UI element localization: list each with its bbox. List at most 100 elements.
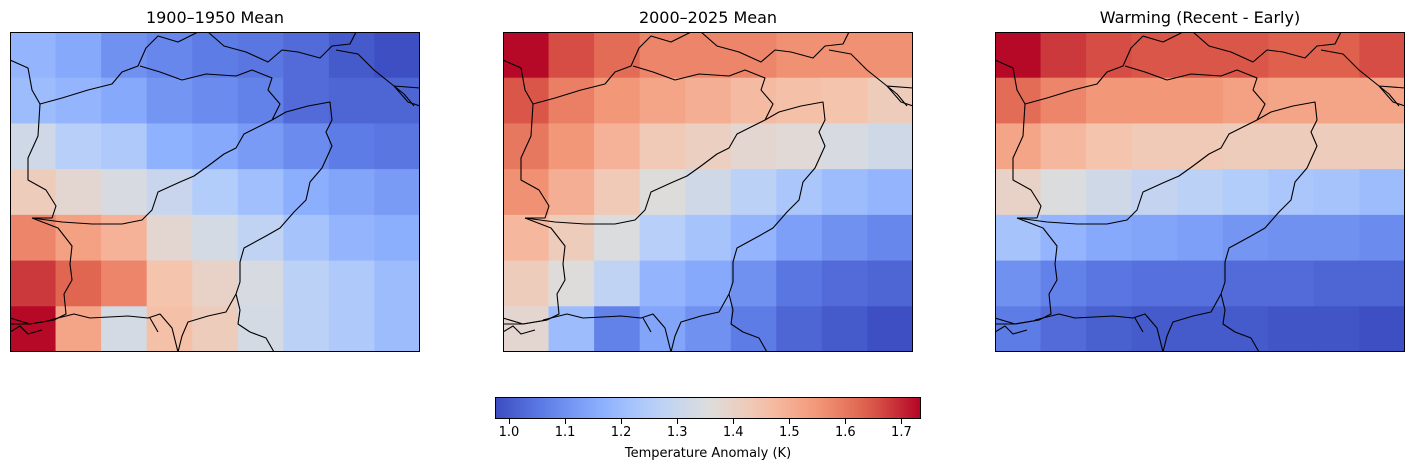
grid-cell: [56, 123, 102, 169]
grid-cell: [549, 32, 595, 78]
grid-cell: [776, 215, 822, 261]
map-warming: [995, 32, 1405, 352]
grid-cell: [1177, 169, 1223, 215]
colorbar-tick-mark: [565, 419, 566, 424]
grid-cell: [995, 215, 1041, 261]
grid-cell: [56, 169, 102, 215]
grid-cell: [867, 306, 913, 352]
grid-cell: [1314, 261, 1360, 307]
colorbar-bar: [496, 398, 921, 419]
grid-cell: [640, 123, 686, 169]
grid-cell: [1223, 215, 1269, 261]
grid-cell: [1359, 215, 1405, 261]
grid-cell: [329, 306, 375, 352]
grid-cell: [594, 215, 640, 261]
grid-cell: [329, 123, 375, 169]
grid-cell: [374, 215, 420, 261]
grid-cell: [640, 261, 686, 307]
grid-cell: [549, 123, 595, 169]
panel-title-warming: Warming (Recent - Early): [995, 8, 1405, 27]
grid-cell: [1086, 261, 1132, 307]
grid-cell: [147, 78, 193, 124]
grid-cell: [329, 78, 375, 124]
grid-cell: [1314, 78, 1360, 124]
grid-cell: [1177, 78, 1223, 124]
panel-title-recent: 2000–2025 Mean: [503, 8, 913, 27]
grid-cell: [503, 32, 549, 78]
map-recent-svg: [503, 32, 913, 352]
grid-cell: [1132, 169, 1178, 215]
grid-cell: [776, 169, 822, 215]
grid-cell: [1177, 123, 1223, 169]
grid-cell: [1268, 306, 1314, 352]
grid-cell: [1086, 169, 1132, 215]
map-early-svg: [10, 32, 420, 352]
grid-cell: [685, 215, 731, 261]
grid-cell: [685, 261, 731, 307]
grid-cell: [776, 123, 822, 169]
panel-title-early: 1900–1950 Mean: [10, 8, 420, 27]
grid-cell: [594, 306, 640, 352]
grid-cell: [503, 169, 549, 215]
grid-cell: [1041, 32, 1087, 78]
grid-cell: [1041, 78, 1087, 124]
grid-cell: [374, 169, 420, 215]
grid-cell: [822, 215, 868, 261]
grid-cell: [731, 123, 777, 169]
colorbar-tick-label: 1.3: [667, 425, 688, 440]
grid-cell: [10, 32, 56, 78]
grid-cell: [731, 32, 777, 78]
grid-cell: [192, 215, 238, 261]
grid-cell: [10, 261, 56, 307]
grid-cell: [867, 32, 913, 78]
colorbar-tick-mark: [677, 419, 678, 424]
colorbar-tick-mark: [901, 419, 902, 424]
grid-cell: [867, 261, 913, 307]
grid-cell: [1132, 78, 1178, 124]
grid-cell: [329, 215, 375, 261]
colorbar-tick-label: 1.7: [891, 425, 912, 440]
grid-cell: [995, 32, 1041, 78]
grid-cell: [283, 169, 329, 215]
grid-cell: [776, 261, 822, 307]
grid-cell: [640, 169, 686, 215]
colorbar-tick-mark: [733, 419, 734, 424]
heat-grid: [503, 32, 913, 352]
grid-cell: [238, 32, 284, 78]
grid-cell: [1132, 32, 1178, 78]
grid-cell: [10, 78, 56, 124]
grid-cell: [995, 78, 1041, 124]
grid-cell: [1223, 306, 1269, 352]
grid-cell: [1041, 261, 1087, 307]
grid-cell: [995, 306, 1041, 352]
grid-cell: [776, 78, 822, 124]
grid-cell: [192, 123, 238, 169]
grid-cell: [503, 78, 549, 124]
grid-cell: [238, 215, 284, 261]
grid-cell: [283, 306, 329, 352]
grid-cell: [56, 261, 102, 307]
grid-cell: [283, 78, 329, 124]
grid-cell: [147, 32, 193, 78]
grid-cell: [283, 123, 329, 169]
grid-cell: [192, 306, 238, 352]
grid-cell: [1314, 306, 1360, 352]
grid-cell: [147, 261, 193, 307]
grid-cell: [867, 123, 913, 169]
colorbar-tick-label: 1.2: [611, 425, 632, 440]
grid-cell: [374, 261, 420, 307]
grid-cell: [685, 123, 731, 169]
grid-cell: [640, 215, 686, 261]
grid-cell: [1268, 215, 1314, 261]
colorbar-tick-mark: [509, 419, 510, 424]
grid-cell: [1314, 123, 1360, 169]
grid-cell: [549, 261, 595, 307]
grid-cell: [329, 261, 375, 307]
grid-cell: [1223, 123, 1269, 169]
grid-cell: [238, 169, 284, 215]
grid-cell: [1359, 123, 1405, 169]
grid-cell: [101, 215, 147, 261]
grid-cell: [147, 306, 193, 352]
grid-cell: [1359, 32, 1405, 78]
grid-cell: [56, 78, 102, 124]
